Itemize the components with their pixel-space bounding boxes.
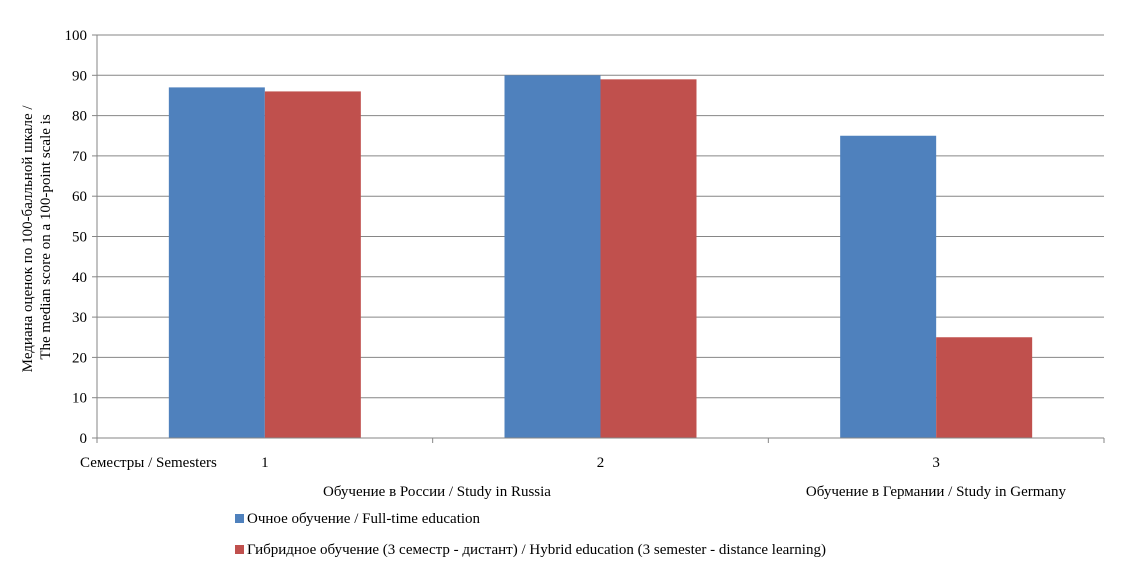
legend-label-hybrid: Гибридное обучение (3 семестр - дистант)… — [247, 542, 826, 558]
y-tick-label-100: 100 — [65, 28, 88, 44]
y-tick-label-60: 60 — [72, 189, 87, 205]
legend-label-full-time: Очное обучение / Full-time education — [247, 511, 481, 527]
axes — [92, 34, 1105, 443]
y-tick-label-0: 0 — [80, 431, 88, 447]
y-axis-label-line-1: Медиана оценок по 100-балльной шкале / — [20, 105, 36, 373]
y-tick-label-90: 90 — [72, 68, 87, 84]
legend-swatch-full-time — [235, 514, 244, 523]
x-tick-label-1: 1 — [261, 455, 269, 471]
y-axis-label-line-2: The median score on a 100-point scale is — [38, 114, 54, 360]
y-tick-label-20: 20 — [72, 350, 87, 366]
x-axis-label: Семестры / Semesters — [80, 455, 217, 471]
bars — [168, 75, 1033, 439]
x-tick-label-2: 2 — [597, 455, 605, 471]
group-label-germany: Обучение в Германии / Study in Germany — [806, 484, 1067, 500]
y-tick-label-50: 50 — [72, 230, 87, 246]
bar-series1-cat2 — [504, 75, 601, 439]
bar-series2-cat1 — [264, 91, 361, 439]
bar-series1-cat1 — [168, 87, 265, 438]
y-tick-label-40: 40 — [72, 270, 87, 286]
y-tick-labels: 0 10 20 30 40 50 60 70 80 90 100 — [65, 28, 88, 447]
y-tick-label-70: 70 — [72, 149, 87, 165]
x-tick-label-3: 3 — [932, 455, 940, 471]
legend-swatch-hybrid — [235, 545, 244, 554]
bar-series2-cat2 — [600, 79, 697, 438]
bar-series1-cat3 — [840, 135, 937, 438]
y-tick-label-80: 80 — [72, 109, 87, 125]
y-tick-label-30: 30 — [72, 310, 87, 326]
group-label-russia: Обучение в России / Study in Russia — [323, 484, 551, 500]
y-tick-label-10: 10 — [72, 391, 87, 407]
y-axis-label: Медиана оценок по 100-балльной шкале / T… — [20, 102, 54, 373]
legend: Очное обучение / Full-time education Гиб… — [235, 511, 826, 558]
x-tick-labels: 1 2 3 — [261, 455, 940, 471]
bar-series2-cat3 — [936, 337, 1033, 438]
